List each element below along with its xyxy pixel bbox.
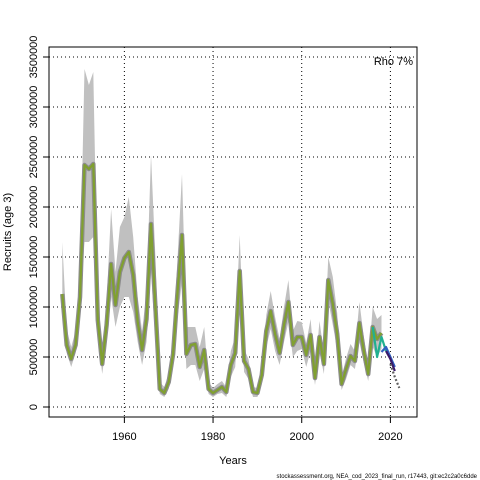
y-tick-label: 1000000 [28, 286, 40, 329]
peel-series-line [371, 326, 388, 359]
x-tick-label: 1980 [201, 431, 225, 443]
y-tick-label: 500000 [28, 339, 40, 376]
main-series-line [61, 162, 383, 395]
peel-series-line [385, 350, 396, 372]
y-tick-label: 2000000 [28, 186, 40, 229]
footer-credit: stockassessment.org, NEA_cod_2023_final_… [277, 474, 478, 480]
y-tick-label: 0 [28, 404, 40, 410]
x-axis: 1960 1980 2000 2020 [112, 417, 403, 443]
confidence-band-area [62, 69, 382, 397]
x-tick-label: 2020 [378, 431, 402, 443]
rho-annotation: Rho 7% [374, 56, 413, 68]
y-axis: 0 500000 1000000 1500000 2000000 2500000 30000… [28, 36, 49, 410]
y-tick-label: 3000000 [28, 86, 40, 129]
peel-series-line [389, 363, 401, 389]
y-tick-label: 2500000 [28, 136, 40, 179]
y-axis-title: Recruits (age 3) [2, 193, 14, 271]
series-lines [60, 161, 401, 396]
plot-frame [48, 46, 418, 418]
x-tick-label: 1960 [112, 431, 136, 443]
y-tick-label: 3500000 [28, 36, 40, 79]
x-axis-title: Years [219, 455, 247, 467]
x-tick-label: 2000 [289, 431, 313, 443]
y-tick-label: 1500000 [28, 236, 40, 279]
confidence-band [62, 69, 382, 397]
